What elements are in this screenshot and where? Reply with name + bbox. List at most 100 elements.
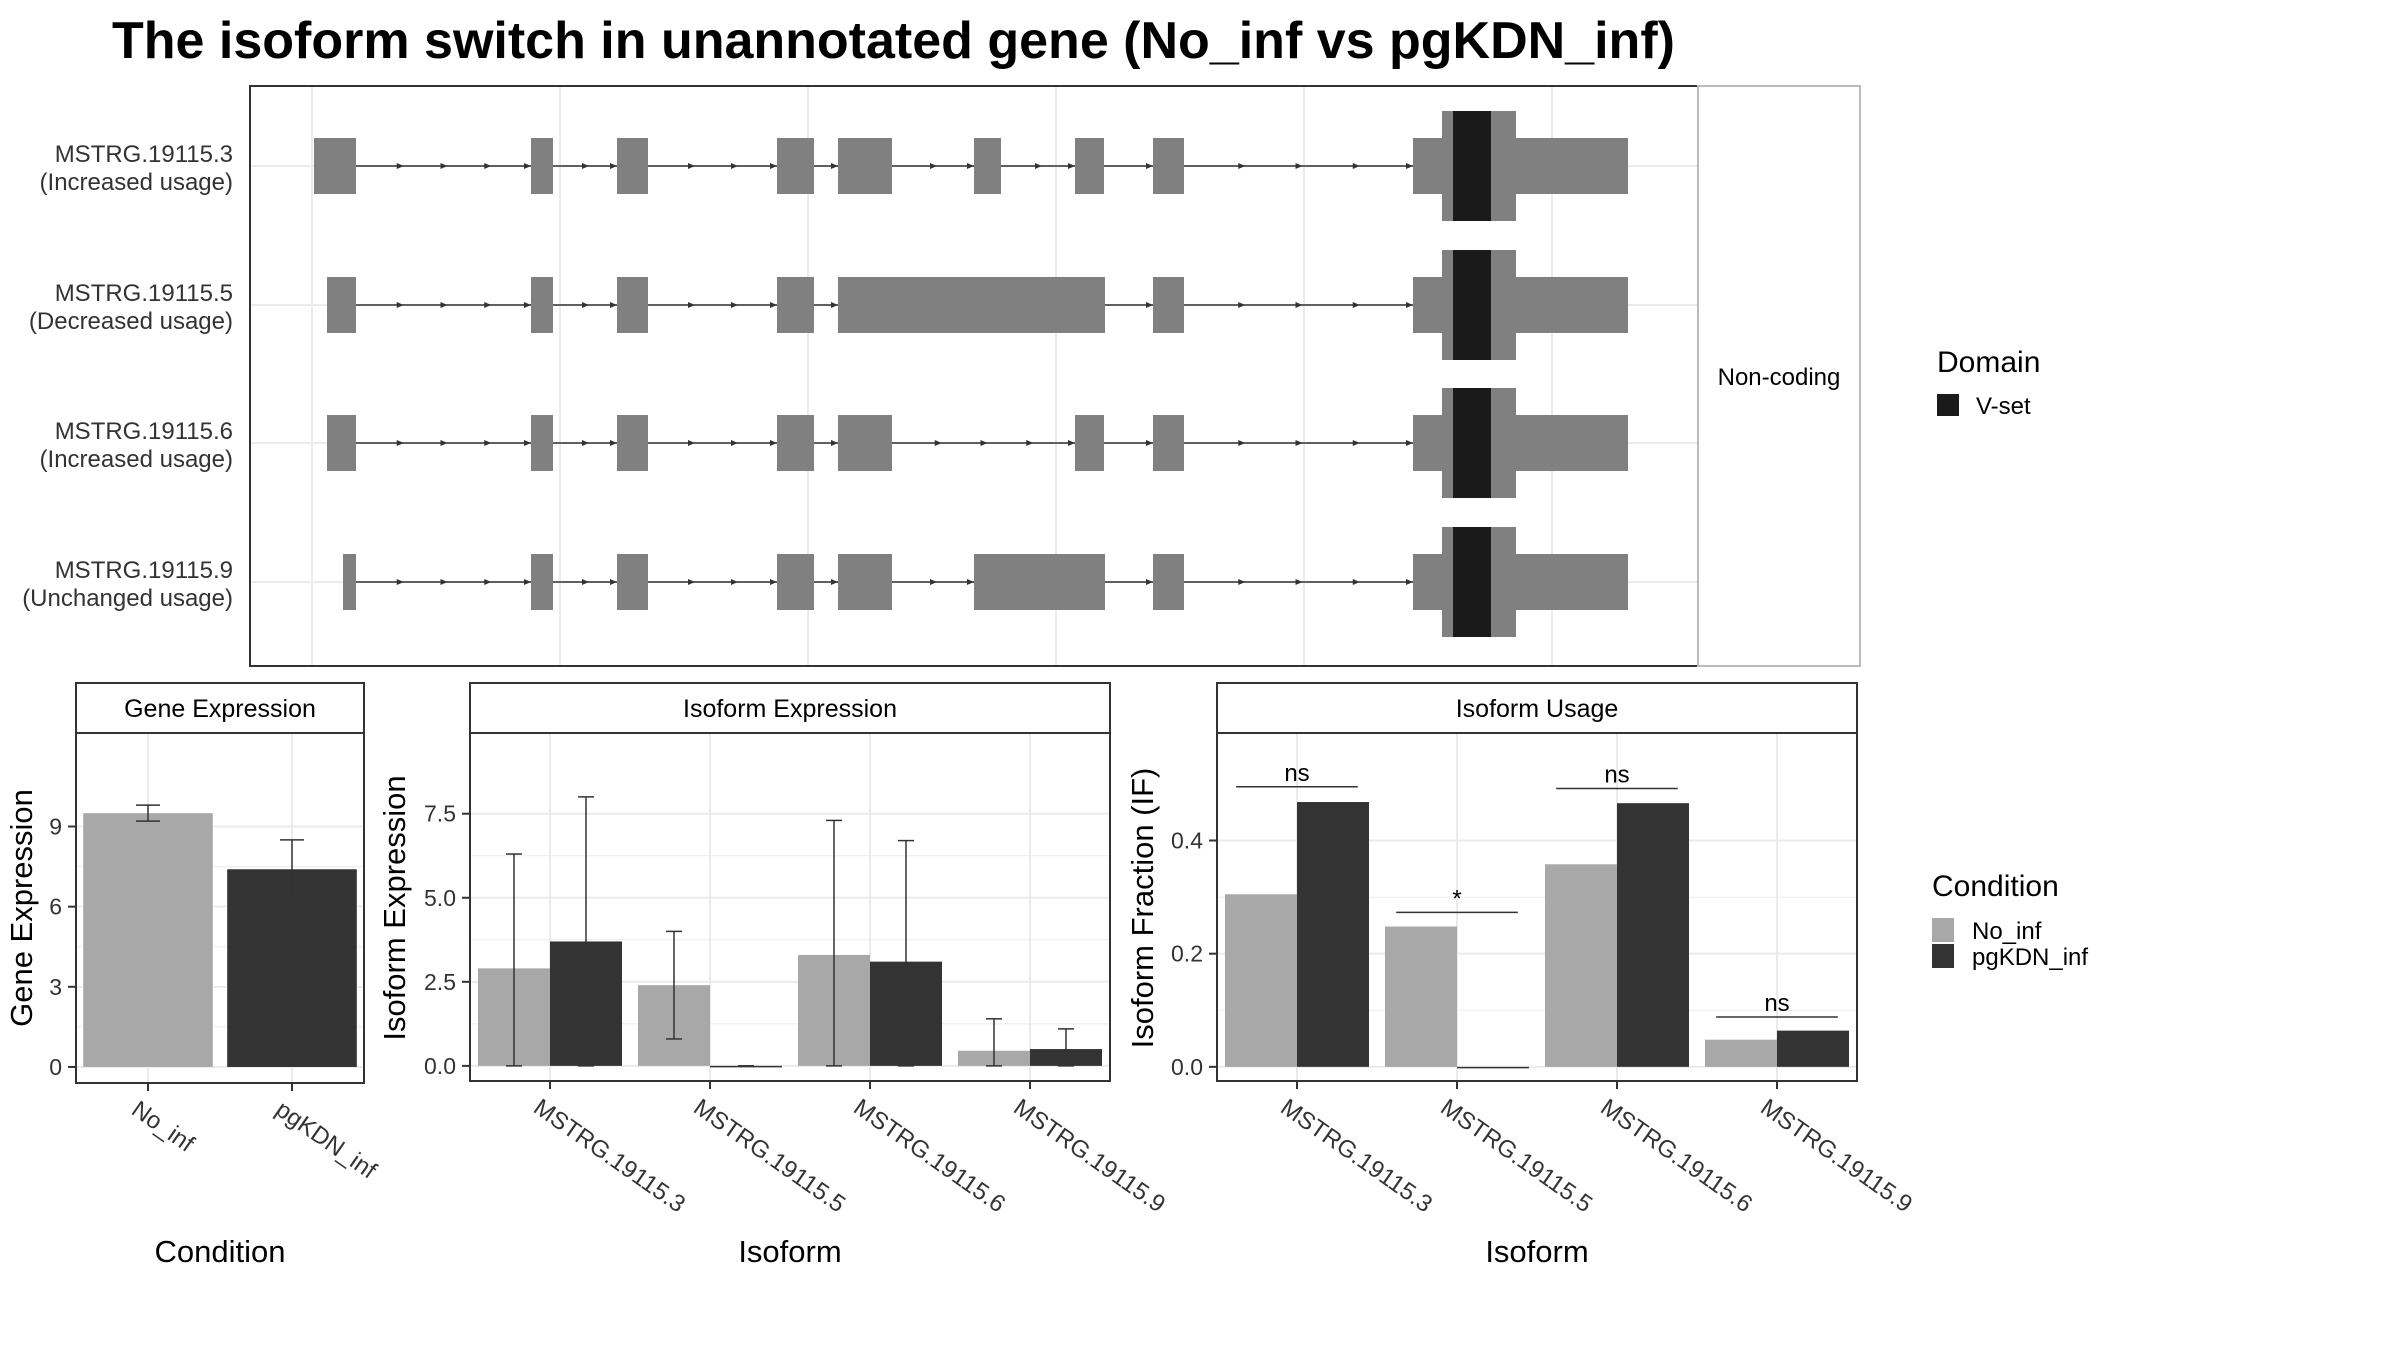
vset-domain	[1453, 111, 1491, 221]
exon	[838, 138, 892, 194]
intron-arrow	[582, 440, 589, 446]
intron-arrow	[1238, 579, 1246, 585]
isoform-expression-ylabel: Isoform Expression	[377, 775, 412, 1040]
intron-arrow	[1352, 163, 1360, 169]
exon	[1075, 138, 1104, 194]
intron-arrow	[731, 440, 738, 446]
intron-arrow	[930, 579, 937, 585]
intron-arrow	[1146, 579, 1153, 585]
exon	[617, 277, 648, 333]
vset-domain	[1453, 250, 1491, 360]
intron-arrow	[1352, 579, 1360, 585]
y-tick-label: 9	[49, 814, 62, 840]
bar	[1385, 926, 1457, 1067]
isoform-expression-plot-border	[469, 732, 1111, 1082]
intron-arrow	[582, 163, 589, 169]
exon	[1075, 415, 1104, 471]
intron-arrow	[440, 440, 448, 446]
intron-arrow	[1406, 440, 1413, 446]
exon	[531, 277, 553, 333]
intron-arrow	[440, 579, 448, 585]
domain-legend-title: Domain	[1937, 346, 2040, 379]
isoform-track: MSTRG.19115.9(Unchanged usage)	[22, 527, 1628, 637]
vset-domain	[1453, 388, 1491, 498]
intron-arrow	[770, 163, 777, 169]
exon	[617, 554, 648, 610]
exon	[1153, 277, 1184, 333]
y-tick-label: 0.2	[1171, 941, 1203, 967]
y-tick-label: 5.0	[424, 885, 456, 911]
intron-arrow	[1352, 302, 1360, 308]
intron-arrow	[831, 302, 838, 308]
intron-arrow	[1238, 302, 1246, 308]
intron-arrow	[1146, 302, 1153, 308]
gene-expression-ylabel: Gene Expression	[4, 789, 39, 1027]
isoform-structure-panel: Non-coding MSTRG.19115.3(Increased usage…	[22, 85, 2040, 667]
intron-arrow	[831, 440, 838, 446]
x-tick-label: No_inf	[127, 1096, 200, 1158]
intron-arrow	[1026, 440, 1034, 446]
bar	[1297, 802, 1369, 1067]
figure-title: The isoform switch in unannotated gene (…	[112, 12, 1675, 70]
x-tick-label: MSTRG.19115.5	[1436, 1094, 1598, 1218]
intron-arrow	[1295, 579, 1303, 585]
intron-arrow	[688, 302, 695, 308]
isoform-track-status: (Decreased usage)	[29, 308, 233, 335]
intron-arrow	[831, 579, 838, 585]
isoform-usage-strip-label: Isoform Usage	[1456, 695, 1619, 723]
intron-arrow	[484, 579, 492, 585]
exon	[343, 554, 356, 610]
intron-arrow	[934, 440, 942, 446]
exon	[314, 138, 356, 194]
exon	[1153, 554, 1184, 610]
intron-arrow	[440, 302, 448, 308]
x-tick-label: MSTRG.19115.6	[1596, 1094, 1758, 1218]
isoform-usage-ylabel: Isoform Fraction (IF)	[1125, 768, 1160, 1049]
x-tick-label: pgKDN_inf	[271, 1096, 382, 1185]
significance-label: ns	[1284, 760, 1309, 787]
condition-legend-title: Condition	[1932, 870, 2059, 903]
intron-arrow	[396, 302, 404, 308]
condition-legend-key-pgkdn-inf	[1932, 944, 1954, 968]
intron-arrow	[1406, 579, 1413, 585]
intron-arrow	[1068, 163, 1075, 169]
intron-arrow	[688, 579, 695, 585]
intron-arrow	[770, 579, 777, 585]
y-tick-label: 6	[49, 894, 62, 920]
exon	[327, 277, 356, 333]
y-tick-label: 0.0	[1171, 1054, 1203, 1080]
intron-arrow	[770, 302, 777, 308]
condition-legend-label-pgkdn-inf: pgKDN_inf	[1972, 944, 2088, 971]
intron-arrow	[1068, 440, 1075, 446]
intron-arrow	[440, 163, 448, 169]
intron-arrow	[1238, 440, 1246, 446]
exon	[1153, 415, 1184, 471]
intron-arrow	[484, 440, 492, 446]
bar	[1225, 894, 1297, 1067]
exon	[1153, 138, 1184, 194]
intron-arrow	[731, 302, 738, 308]
intron-arrow	[396, 163, 404, 169]
isoform-track-status: (Increased usage)	[40, 169, 233, 196]
exon	[531, 138, 553, 194]
isoform-track-name: MSTRG.19115.3	[55, 141, 233, 168]
bar	[1545, 864, 1617, 1067]
isoform-usage-panel: Isoform Usage 0.00.20.4MSTRG.19115.3MSTR…	[1125, 682, 1917, 1269]
vset-domain	[1453, 527, 1491, 637]
exon	[838, 277, 1105, 333]
isoform-usage-plot-border	[1216, 732, 1858, 1082]
intron-arrow	[1406, 302, 1413, 308]
intron-arrow	[582, 302, 589, 308]
intron-arrow	[396, 579, 404, 585]
exon	[617, 415, 648, 471]
condition-legend-label-no-inf: No_inf	[1972, 918, 2042, 945]
isoform-track-name: MSTRG.19115.5	[55, 280, 233, 307]
intron-arrow	[980, 440, 988, 446]
intron-arrow	[930, 163, 937, 169]
intron-arrow	[1295, 302, 1303, 308]
intron-arrow	[967, 579, 974, 585]
exon	[777, 415, 814, 471]
intron-arrow	[731, 579, 738, 585]
isoform-expression-strip	[469, 682, 1111, 734]
